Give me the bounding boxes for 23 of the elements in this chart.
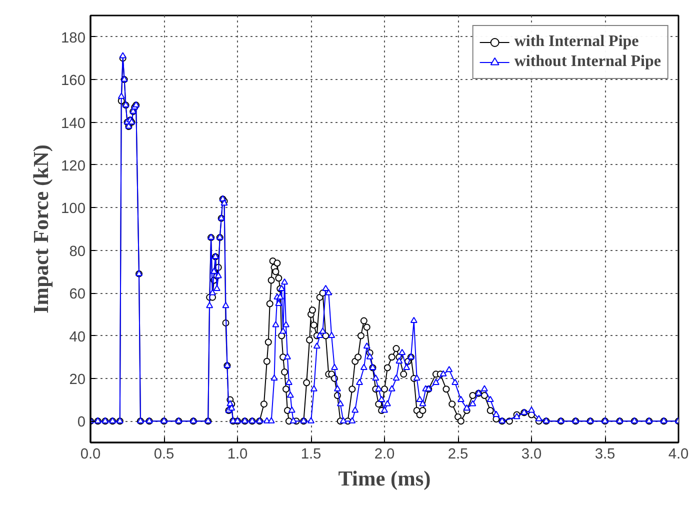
x-tick-label: 1.0 [227,446,248,462]
x-tick-label: 3.5 [594,446,616,462]
x-tick-label: 0.0 [80,446,101,462]
legend-label: with Internal Pipe [514,33,639,51]
y-tick-label: 120 [61,158,86,174]
x-tick-label: 2.0 [374,446,395,462]
y-tick-label: 60 [69,286,86,303]
y-tick-label: 0 [77,414,86,431]
y-tick-label: 40 [69,329,86,346]
y-axis-title: Impact Force (kN) [29,144,54,314]
x-tick-label: 4.0 [668,446,689,462]
y-tick-label: 20 [69,372,86,388]
y-tick-label: 180 [61,30,86,46]
x-axis-title: Time (ms) [338,466,431,490]
y-tick-label: 140 [61,116,86,132]
y-tick-label: 100 [61,201,86,218]
x-tick-label: 3.0 [521,446,542,462]
x-tick-label: 1.5 [300,446,322,462]
y-tick-label: 80 [69,244,86,260]
y-tick-label: 160 [61,73,86,90]
x-tick-label: 2.5 [448,446,468,462]
legend-label: without Internal Pipe [514,53,661,71]
x-tick-label: 0.5 [154,446,174,462]
